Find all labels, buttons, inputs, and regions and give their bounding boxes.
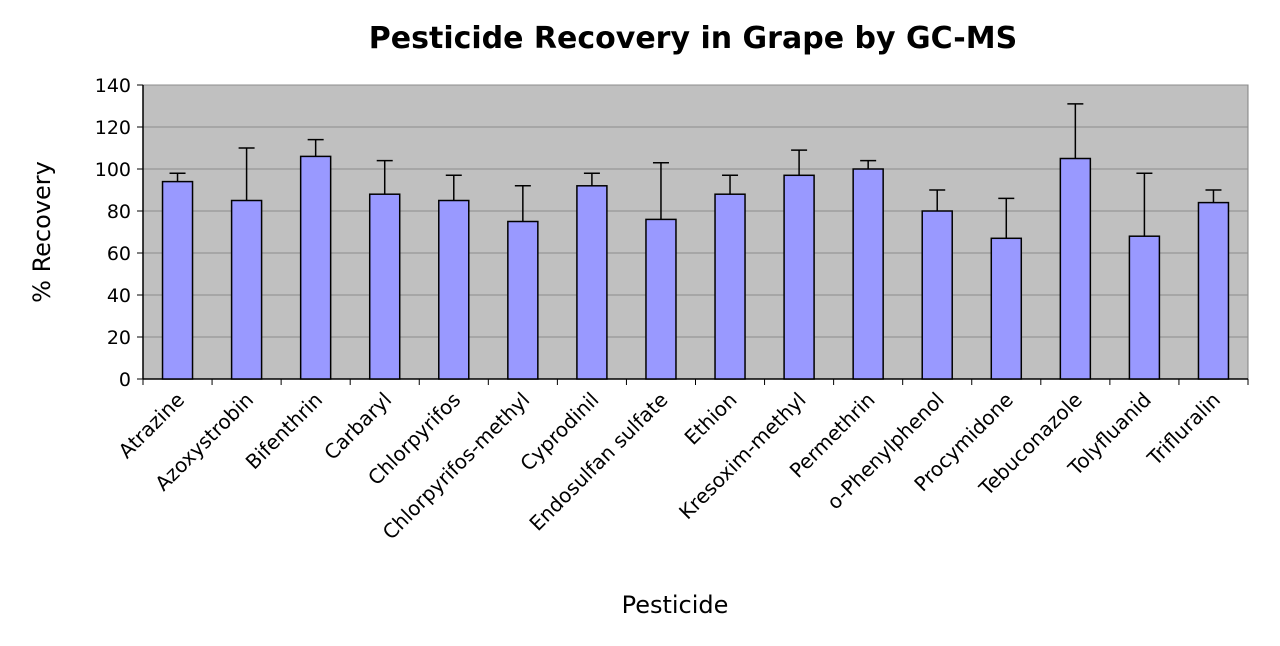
bar — [645, 218, 677, 380]
bar — [783, 174, 815, 380]
y-tick-label: 80 — [107, 201, 131, 223]
y-tick-label: 100 — [95, 159, 131, 181]
chart-title: Pesticide Recovery in Grape by GC-MS — [369, 21, 1017, 56]
bar — [576, 185, 608, 380]
bar — [921, 210, 953, 380]
bar — [1197, 201, 1230, 380]
x-category-label: o-Phenylphenol — [822, 388, 949, 515]
x-category-label: Ethion — [680, 388, 742, 450]
bar — [714, 193, 746, 380]
y-tick-label: 0 — [119, 369, 131, 391]
bar — [438, 199, 470, 380]
bar — [299, 155, 332, 380]
bar — [852, 168, 884, 380]
bar — [230, 199, 263, 380]
y-axis-title: % Recovery — [28, 161, 56, 303]
y-tick-label: 60 — [107, 243, 131, 265]
bar — [990, 237, 1023, 380]
bar — [507, 220, 539, 380]
bar — [161, 180, 194, 380]
y-tick-label: 40 — [107, 285, 131, 307]
x-category-label: Endosulfan sulfate — [524, 388, 672, 536]
y-tick-label: 140 — [95, 75, 131, 97]
y-tick-label: 20 — [107, 327, 131, 349]
bar — [368, 193, 401, 380]
x-axis-title: Pesticide — [622, 591, 729, 619]
y-tick-label: 120 — [95, 117, 131, 139]
x-category-label: Kresoxim-methyl — [674, 388, 811, 525]
bar — [1128, 235, 1161, 380]
bar — [1059, 157, 1092, 380]
x-category-label: Trifluralin — [1142, 388, 1225, 471]
